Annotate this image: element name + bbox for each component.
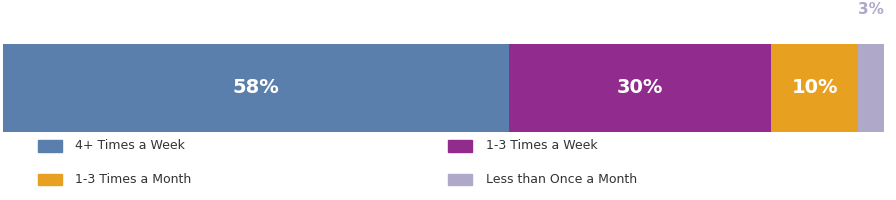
Text: 3%: 3% [858,2,884,17]
Bar [509,44,771,132]
Bar [38,174,62,185]
Text: 1-3 Times a Week: 1-3 Times a Week [486,139,597,152]
Bar [771,44,858,132]
Text: Less than Once a Month: Less than Once a Month [486,173,637,186]
Text: 58%: 58% [233,78,280,97]
Bar [448,174,472,185]
Bar [3,44,509,132]
Bar [448,140,472,152]
Bar [858,44,884,132]
Text: 10%: 10% [791,78,838,97]
Text: 1-3 Times a Month: 1-3 Times a Month [75,173,192,186]
Text: 30%: 30% [616,78,663,97]
Text: 4+ Times a Week: 4+ Times a Week [75,139,185,152]
Bar [38,140,62,152]
